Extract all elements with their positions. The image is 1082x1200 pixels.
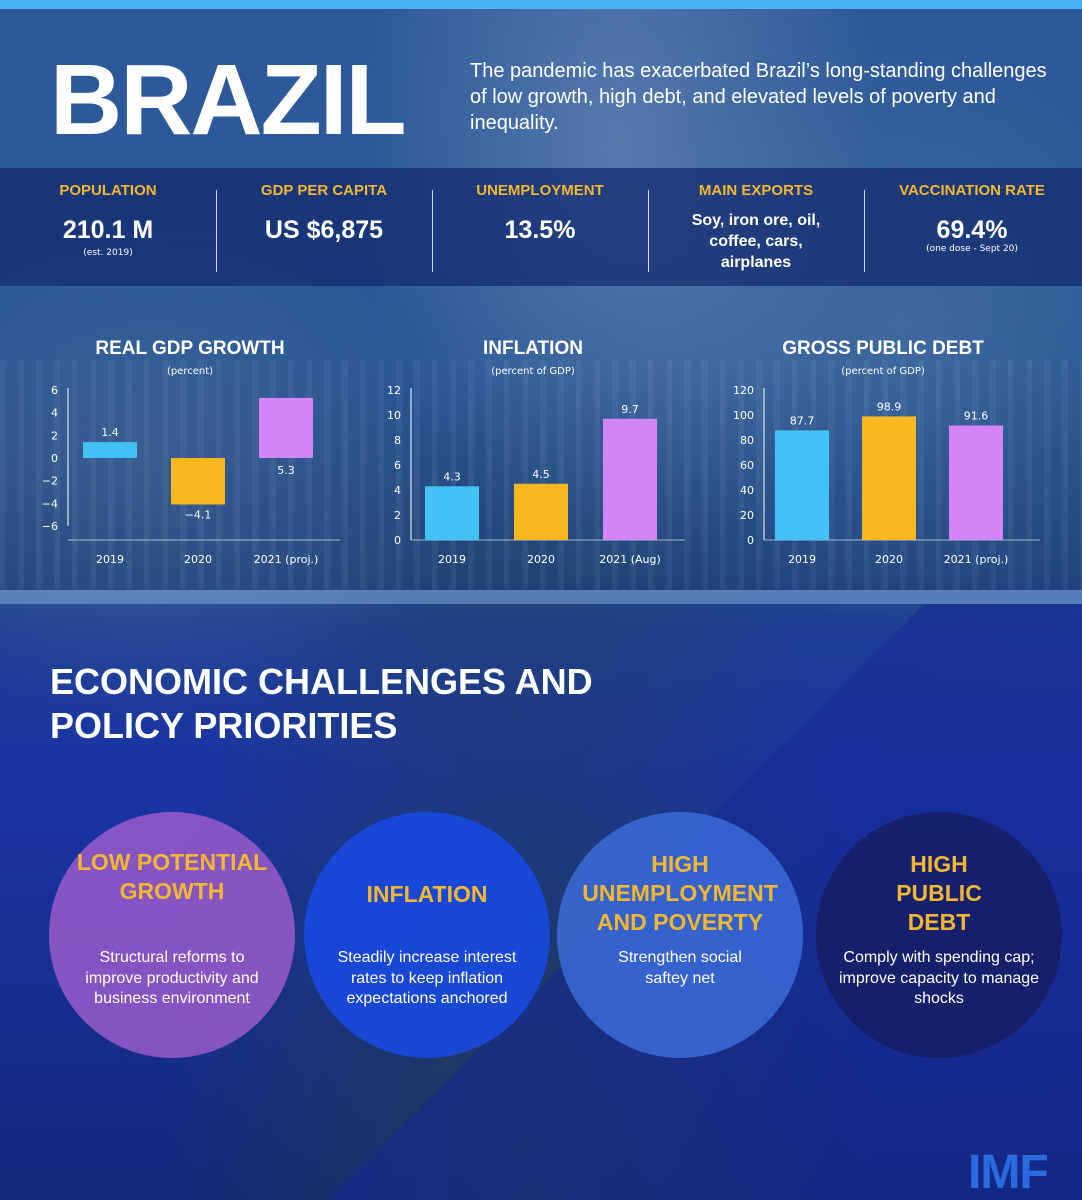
stat-value: 210.1 M <box>62 216 154 244</box>
intro-text: The pandemic has exacerbated Brazil’s lo… <box>470 60 1047 134</box>
y-tick-label: 100 <box>733 409 754 422</box>
bar <box>259 397 313 458</box>
stat-main-exports: MAIN EXPORTS Soy, iron ore, oil, coffee,… <box>648 168 864 286</box>
stat-label: GDP PER CAPITA <box>260 182 388 199</box>
stat-divider <box>432 190 433 272</box>
bar <box>949 425 1003 540</box>
chart-title-gdp: REAL GDP GROWTH <box>95 338 285 359</box>
priority-body: Strengthen social saftey net <box>618 949 742 987</box>
priority-card-unemployment: HIGH UNEMPLOYMENT AND POVERTY Strengthen… <box>557 812 803 1058</box>
stat-divider <box>216 190 217 272</box>
x-category-label: 2020 <box>527 553 555 566</box>
y-tick-label: 60 <box>740 459 754 472</box>
y-tick-label: 6 <box>394 459 401 472</box>
stat-vaccination-rate: VACCINATION RATE 69.4% (one dose - Sept … <box>864 168 1080 286</box>
stat-note: (est. 2019) <box>83 248 133 258</box>
y-tick-label: 120 <box>733 384 754 397</box>
y-tick-label: 0 <box>394 534 401 547</box>
page-title: BRAZIL <box>50 44 407 156</box>
data-label: 98.9 <box>877 400 902 413</box>
stat-label: UNEMPLOYMENT <box>476 182 604 199</box>
stat-gdp-per-capita: GDP PER CAPITA US $6,875 <box>216 168 432 286</box>
bar <box>425 486 479 540</box>
y-tick-label: 8 <box>394 434 401 447</box>
y-tick-label: 12 <box>387 384 401 397</box>
y-tick-label: 20 <box>740 509 754 522</box>
y-tick-label: 4 <box>394 484 401 497</box>
stat-value: 69.4% <box>936 216 1008 244</box>
x-category-label: 2019 <box>438 553 466 566</box>
priority-body: Steadily increase interest rates to keep… <box>337 949 517 1007</box>
chart-subtitle-inflation: (percent of GDP) <box>491 366 575 377</box>
y-tick-label: 0 <box>747 534 754 547</box>
y-tick-label: 2 <box>394 509 401 522</box>
x-category-label: 2020 <box>184 553 212 566</box>
bar <box>83 442 137 458</box>
bar <box>603 418 657 540</box>
x-category-label: 2021 (proj.) <box>254 553 319 566</box>
x-category-label: 2021 (Aug) <box>599 553 661 566</box>
chart-subtitle-debt: (percent of GDP) <box>841 366 925 377</box>
stat-note: (one dose - Sept 20) <box>926 244 1018 254</box>
priority-body: Comply with spending cap; improve capaci… <box>838 949 1040 1007</box>
priority-card-low-growth: LOW POTENTIAL GROWTH Structural reforms … <box>49 812 295 1058</box>
public-debt-chart: 120 100 80 60 40 20 0 87.7 2019 98.9 2020 91.6 2021 … <box>733 384 1040 566</box>
top-accent-strip <box>0 0 1082 9</box>
x-category-label: 2020 <box>875 553 903 566</box>
priority-title: HIGH PUBLIC DEBT <box>896 851 982 935</box>
x-category-label: 2019 <box>96 553 124 566</box>
imf-logo: IMF <box>968 1146 1049 1199</box>
stat-value: US $6,875 <box>264 216 384 244</box>
chart-title-inflation: INFLATION <box>483 338 583 359</box>
stat-label: POPULATION <box>59 182 157 199</box>
section-divider <box>0 590 1082 604</box>
inflation-chart: 12 10 8 6 4 2 0 4.3 2019 4.5 2020 9.7 2021 (Aug) <box>387 384 685 566</box>
gdp-growth-chart: 6 4 2 0 −2 −4 −6 1.4 2019 −4.1 2020 5.3 2021 (proj.) <box>42 384 340 566</box>
y-tick-label: 0 <box>51 452 58 465</box>
y-tick-label: −4 <box>42 497 58 510</box>
stat-value: 13.5% <box>504 216 576 244</box>
chart-title-debt: GROSS PUBLIC DEBT <box>782 338 984 359</box>
stat-population: POPULATION 210.1 M (est. 2019) <box>0 168 216 286</box>
x-category-label: 2019 <box>788 553 816 566</box>
section-title: ECONOMIC CHALLENGES AND POLICY PRIORITIE… <box>50 661 593 746</box>
y-tick-label: 2 <box>51 429 58 442</box>
stat-label: VACCINATION RATE <box>899 182 1045 199</box>
bar <box>775 430 829 540</box>
y-tick-label: 40 <box>740 484 754 497</box>
priority-title: INFLATION <box>366 881 488 907</box>
data-label: 1.4 <box>101 426 119 439</box>
data-label: −4.1 <box>185 508 212 521</box>
data-label: 4.3 <box>443 470 461 483</box>
y-tick-label: −2 <box>42 475 58 488</box>
data-label: 87.7 <box>790 414 815 427</box>
chart-subtitle-gdp: (percent) <box>166 366 214 377</box>
y-tick-label: 10 <box>387 409 401 422</box>
data-label: 91.6 <box>964 410 989 423</box>
stat-divider <box>864 190 865 272</box>
y-tick-label: 4 <box>51 407 58 420</box>
y-tick-label: −6 <box>42 520 58 533</box>
bar <box>514 483 568 540</box>
stats-bar: POPULATION 210.1 M (est. 2019) GDP PER C… <box>0 168 1082 286</box>
priority-title: HIGH UNEMPLOYMENT AND POVERTY <box>582 851 778 935</box>
stat-value: Soy, iron ore, oil, coffee, cars, airpla… <box>691 212 821 271</box>
bar <box>171 458 225 505</box>
priority-title: LOW POTENTIAL GROWTH <box>76 849 268 904</box>
stat-label: MAIN EXPORTS <box>698 182 814 199</box>
x-category-label: 2021 (proj.) <box>944 553 1009 566</box>
y-tick-label: 80 <box>740 434 754 447</box>
bar <box>862 416 916 540</box>
priority-body: Structural reforms to improve productivi… <box>85 949 259 1007</box>
priority-card-inflation: INFLATION Steadily increase interest rat… <box>304 812 550 1058</box>
priority-card-public-debt: HIGH PUBLIC DEBT Comply with spending ca… <box>816 812 1062 1058</box>
y-tick-label: 6 <box>51 384 58 397</box>
stat-divider <box>648 190 649 272</box>
stat-unemployment: UNEMPLOYMENT 13.5% <box>432 168 648 286</box>
data-label: 5.3 <box>277 464 295 477</box>
data-label: 9.7 <box>621 403 639 416</box>
data-label: 4.5 <box>532 468 550 481</box>
